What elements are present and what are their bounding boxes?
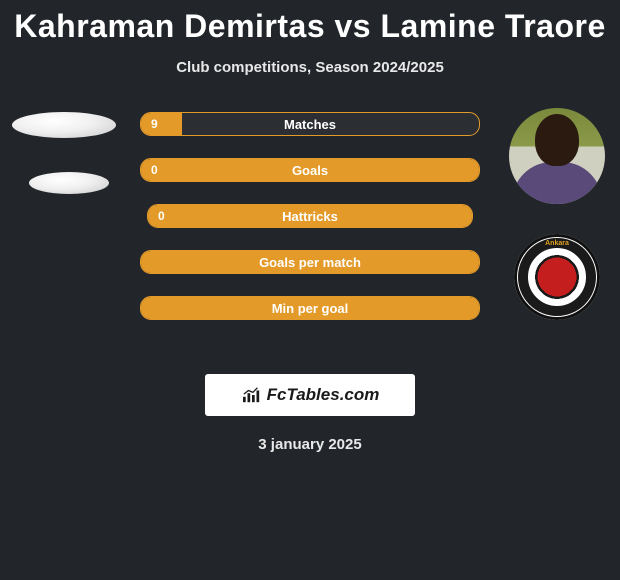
stat-label: Hattricks xyxy=(282,209,338,224)
stat-label: Goals per match xyxy=(259,255,361,270)
left-player-column xyxy=(8,112,120,194)
right-player-column: Ankara xyxy=(501,108,613,320)
stat-left-value: 9 xyxy=(151,117,158,131)
club-badge-text: Ankara xyxy=(514,240,600,247)
stat-label: Min per goal xyxy=(272,301,349,316)
footer-brand-badge: FcTables.com xyxy=(205,374,415,416)
footer-brand-text: FcTables.com xyxy=(267,385,380,405)
stat-bar: 0 Goals xyxy=(140,158,480,182)
stat-bar: 9 Matches xyxy=(140,112,480,136)
stat-label: Matches xyxy=(284,117,336,132)
stat-bars: 9 Matches 0 Goals 0 Hattricks Goals per match M… xyxy=(140,112,480,320)
stat-left-value: 0 xyxy=(151,163,158,177)
page-title: Kahraman Demirtas vs Lamine Traore xyxy=(0,0,620,45)
left-player-avatar-placeholder xyxy=(12,112,116,138)
bar-fill-left xyxy=(141,113,182,135)
right-club-badge: Ankara xyxy=(514,234,600,320)
date-text: 3 january 2025 xyxy=(0,436,620,453)
comparison-content: Ankara 9 Matches 0 Goals 0 Hattricks Goals per… xyxy=(0,112,620,320)
stat-bar: Min per goal xyxy=(140,296,480,320)
left-club-placeholder xyxy=(29,172,109,194)
chart-icon xyxy=(241,386,263,404)
subtitle: Club competitions, Season 2024/2025 xyxy=(0,59,620,76)
stat-left-value: 0 xyxy=(158,209,165,223)
stat-bar: 0 Hattricks xyxy=(147,204,473,228)
stat-label: Goals xyxy=(292,163,328,178)
right-player-avatar xyxy=(509,108,605,204)
stat-bar: Goals per match xyxy=(140,250,480,274)
